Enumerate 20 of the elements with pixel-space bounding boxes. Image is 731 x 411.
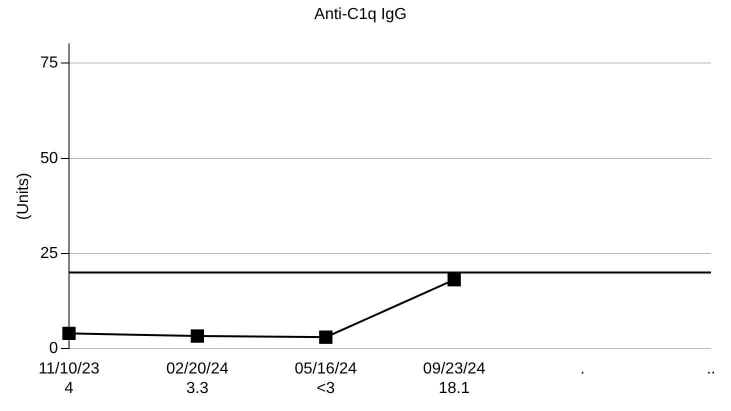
x-tick-label: 02/20/24 (166, 360, 229, 378)
y-axis-title: (Units) (15, 172, 32, 220)
x-tick-label: 11/10/23 (38, 360, 100, 378)
y-tick-label: 25 (40, 244, 58, 262)
x-tick-label: 05/16/24 (294, 360, 358, 378)
y-tick-label: 75 (40, 54, 58, 72)
chart-title: Anti-C1q IgG (314, 6, 407, 24)
x-tick-label: .. (706, 360, 716, 378)
y-tick-label: 50 (40, 150, 58, 167)
point (319, 330, 332, 344)
y-tick-label: 0 (49, 340, 58, 358)
data-label: 4 (64, 380, 74, 397)
point (62, 326, 76, 340)
data-label: 3.3 (186, 380, 209, 397)
x-tick-label: . (580, 360, 585, 378)
x-tick-label: 09/23/24 (423, 360, 486, 378)
data-label: <3 (316, 380, 336, 397)
data-label: 18.1 (438, 380, 470, 397)
point (448, 273, 461, 286)
point (190, 329, 204, 343)
